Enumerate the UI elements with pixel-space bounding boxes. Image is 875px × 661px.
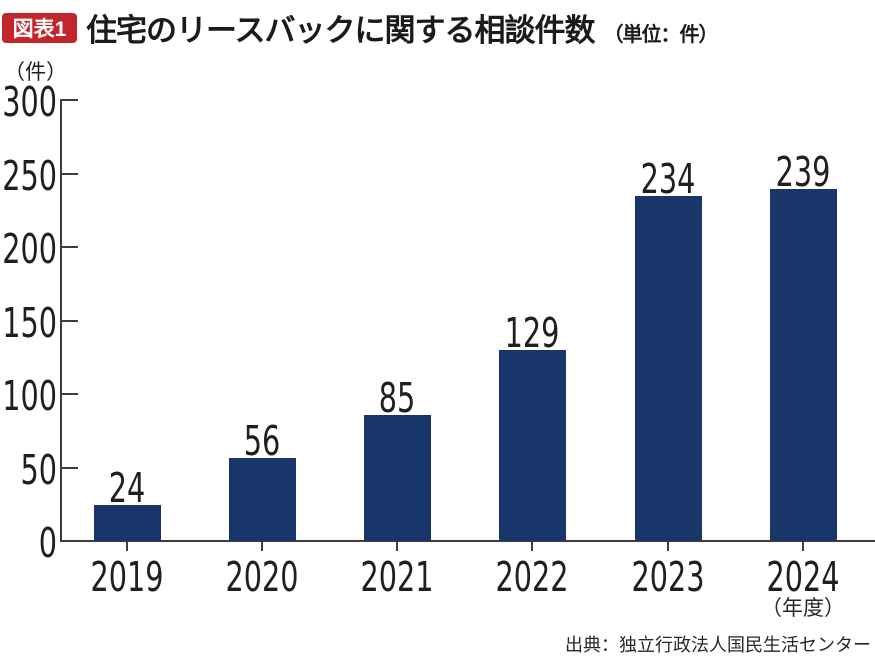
y-tick-label: 100 [2, 372, 58, 420]
x-category-label: 2019 [90, 553, 164, 601]
x-tick [261, 542, 263, 551]
figure-header: 図表1 住宅のリースバックに関する相談件数 （単位：件） [2, 5, 718, 50]
x-tick [531, 542, 533, 551]
bar [363, 415, 431, 541]
chart-title: 住宅のリースバックに関する相談件数 [86, 13, 595, 48]
y-tick-label: 50 [20, 445, 57, 494]
x-category-label: 2022 [495, 553, 569, 601]
bar-value-label: 24 [108, 463, 146, 512]
chart-unit-note: （単位：件） [603, 24, 718, 46]
bar [634, 196, 702, 541]
x-category-label: 2023 [631, 553, 705, 601]
bar [228, 457, 296, 541]
y-tick [62, 393, 78, 395]
x-tick [396, 542, 398, 551]
y-tick [62, 466, 78, 469]
y-tick-label: 250 [2, 151, 58, 200]
x-tick [802, 542, 804, 551]
x-axis-unit-label: （年度） [761, 597, 845, 620]
bar-value-label: 56 [243, 416, 281, 465]
y-axis-line [60, 99, 62, 542]
bar-value-label: 129 [504, 309, 560, 358]
y-tick [62, 99, 78, 101]
bar [93, 504, 161, 541]
bar-value-label: 239 [775, 147, 831, 196]
figure-number-badge: 図表1 [2, 12, 77, 43]
bar [498, 350, 566, 541]
y-axis-unit-label: （件） [4, 61, 67, 84]
y-tick [62, 246, 78, 248]
x-category-label: 2024 [766, 553, 840, 601]
x-axis-line [60, 540, 875, 542]
bar-value-label: 85 [378, 374, 416, 423]
y-tick-label: 150 [2, 298, 58, 347]
bar-value-label: 234 [640, 155, 696, 204]
x-category-label: 2021 [360, 553, 434, 601]
x-tick [126, 542, 128, 551]
source-credit: 出典：独立行政法人国民生活センター [565, 635, 871, 655]
bar [769, 188, 837, 541]
y-tick-label: 0 [38, 519, 57, 567]
y-tick-label: 300 [2, 78, 58, 126]
x-tick [667, 542, 669, 551]
y-tick [62, 319, 78, 322]
y-tick [62, 172, 78, 175]
x-category-label: 2020 [225, 553, 299, 601]
y-tick-label: 200 [2, 225, 58, 273]
